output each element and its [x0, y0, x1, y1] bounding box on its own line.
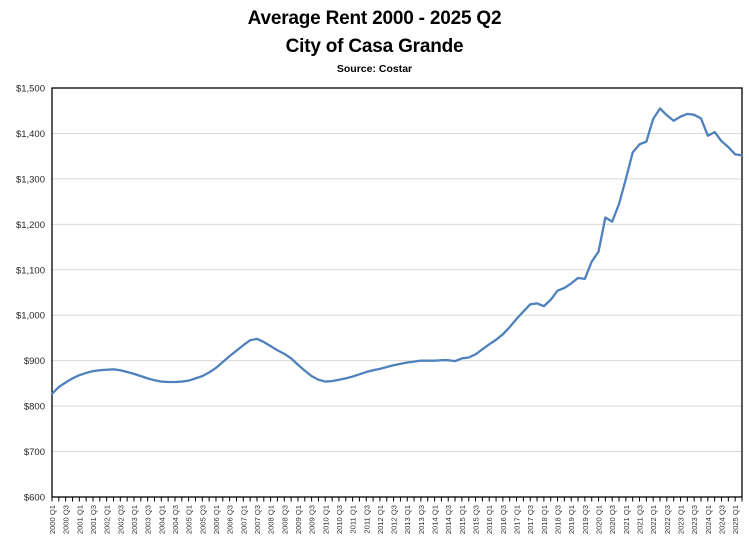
x-axis-tick-label: 2024 Q3: [718, 505, 727, 534]
y-axis-tick-label: $1,200: [16, 220, 45, 231]
x-axis-tick-label: 2013 Q1: [403, 505, 412, 534]
x-axis-tick-label: 2020 Q1: [595, 505, 604, 534]
x-axis-tick-label: 2016 Q3: [499, 505, 508, 534]
x-axis-tick-label: 2005 Q3: [198, 505, 207, 534]
y-axis-tick-label: $700: [24, 447, 45, 458]
x-axis-tick-label: 2017 Q1: [513, 505, 522, 534]
x-axis-tick-label: 2003 Q3: [144, 505, 153, 534]
x-axis-tick-label: 2004 Q1: [157, 505, 166, 534]
chart-title: Average Rent 2000 - 2025 Q2: [247, 8, 502, 29]
x-axis-tick-label: 2010 Q1: [321, 505, 330, 534]
x-axis-tick-label: 2018 Q3: [554, 505, 563, 534]
x-axis-tick-label: 2000 Q3: [62, 505, 71, 534]
x-axis-tick-label: 2009 Q3: [308, 505, 317, 534]
x-axis-tick-label: 2009 Q1: [294, 505, 303, 534]
x-axis-tick-label: 2025 Q1: [731, 505, 740, 534]
x-axis-tick-label: 2007 Q1: [239, 505, 248, 534]
y-axis-tick-label: $1,000: [16, 311, 45, 322]
x-axis-tick-label: 2002 Q3: [116, 505, 125, 534]
x-axis-tick-label: 2013 Q3: [417, 505, 426, 534]
x-axis-tick-label: 2008 Q1: [267, 505, 276, 534]
y-axis-tick-label: $800: [24, 402, 45, 413]
x-axis-tick-label: 2023 Q1: [677, 505, 686, 534]
x-axis-tick-label: 2022 Q1: [649, 505, 658, 534]
x-axis-tick-label: 2010 Q3: [335, 505, 344, 534]
x-axis-tick-label: 2011 Q3: [362, 505, 371, 534]
x-axis-tick-label: 2000 Q1: [48, 505, 57, 534]
y-axis-tick-label: $1,400: [16, 129, 45, 140]
x-axis-tick-label: 2003 Q1: [130, 505, 139, 534]
x-axis-tick-label: 2020 Q3: [608, 505, 617, 534]
x-axis-tick-label: 2006 Q1: [212, 505, 221, 534]
y-axis-tick-label: $1,500: [16, 84, 45, 95]
x-axis-tick-label: 2014 Q3: [444, 505, 453, 534]
x-axis-tick-label: 2017 Q3: [526, 505, 535, 534]
average-rent-series-line: [50, 107, 744, 395]
x-axis-tick-label: 2004 Q3: [171, 505, 180, 534]
plot-border: [51, 87, 743, 498]
x-axis-tick-label: 2015 Q3: [472, 505, 481, 534]
x-axis-tick-label: 2016 Q1: [485, 505, 494, 534]
x-axis-tick-label: 2012 Q3: [390, 505, 399, 534]
x-axis-tick-label: 2002 Q1: [103, 505, 112, 534]
x-axis-tick-label: 2021 Q1: [622, 505, 631, 534]
x-axis-tick-label: 2018 Q1: [540, 505, 549, 534]
y-axis-tick-label: $1,300: [16, 174, 45, 185]
chart-source-label: Source: Costar: [336, 63, 413, 75]
x-axis-tick-label: 2008 Q3: [280, 505, 289, 534]
x-axis-tick-label: 2021 Q3: [636, 505, 645, 534]
x-axis-tick-label: 2001 Q1: [75, 505, 84, 534]
x-axis-tick-label: 2019 Q3: [581, 505, 590, 534]
x-axis-tick-label: 2011 Q1: [349, 505, 358, 534]
x-axis-tick-label: 2019 Q1: [567, 505, 576, 534]
x-axis-tick-label: 2022 Q3: [663, 505, 672, 534]
x-axis-tick-label: 2001 Q3: [89, 505, 98, 534]
x-axis-tick-label: 2012 Q1: [376, 505, 385, 534]
x-axis-tick-label: 2023 Q3: [690, 505, 699, 534]
y-axis-tick-label: $600: [24, 493, 45, 504]
x-axis-tick-label: 2014 Q1: [431, 505, 440, 534]
x-axis-tick-label: 2007 Q3: [253, 505, 262, 534]
chart-subtitle: City of Casa Grande: [285, 36, 464, 57]
x-axis-tick-label: 2024 Q1: [704, 505, 713, 534]
x-axis-tick-label: 2006 Q3: [226, 505, 235, 534]
y-axis-tick-label: $900: [24, 356, 45, 367]
y-axis-tick-label: $1,100: [16, 265, 45, 276]
x-axis-tick-label: 2005 Q1: [185, 505, 194, 534]
x-axis-tick-label: 2015 Q1: [458, 505, 467, 534]
